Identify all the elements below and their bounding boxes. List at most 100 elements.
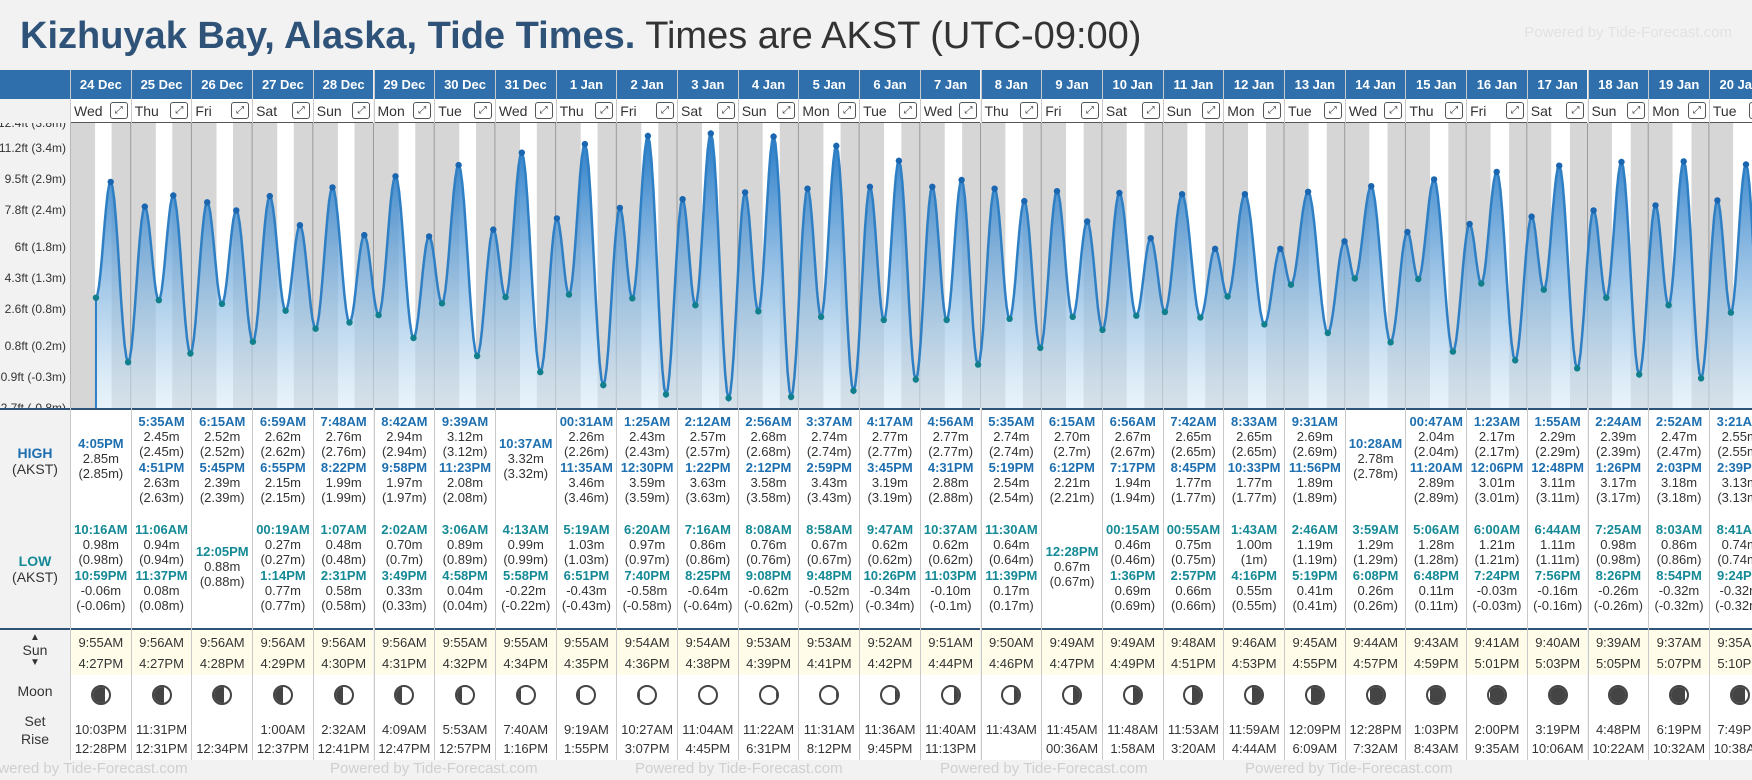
high-tide-height: 1.99m [325, 475, 362, 490]
date-header: 27 Dec [253, 70, 313, 99]
sunrise-time: 9:51AM [928, 635, 974, 650]
expand-icon[interactable]: ⤢ [1687, 102, 1706, 119]
date-header: 31 Dec [495, 70, 556, 99]
low-tide-height-alt: (0.27m) [260, 552, 306, 567]
expand-icon[interactable]: ⤢ [838, 102, 857, 119]
moon-phase-icon [151, 685, 172, 705]
high-tide-time: 5:19PM [988, 460, 1035, 475]
weekday-label: Fri [620, 103, 637, 119]
low-tide-time: 1:14PM [260, 568, 306, 583]
high-tide-cell: 1:55AM 2.29m (2.29m) 12:48PM 3.11m (3.11m) [1527, 408, 1588, 518]
low-tide-height-alt: (0.74m) [1717, 552, 1752, 567]
high-tide-height-alt: (2.26m) [564, 444, 609, 459]
high-tide-height: 2.62m [264, 429, 301, 444]
sunrise-time: 9:56AM [260, 635, 306, 650]
low-tide-point [187, 350, 194, 357]
expand-icon[interactable]: ⤢ [1566, 102, 1585, 119]
moon-phase-icon [90, 685, 111, 705]
high-tide-entry: 12:30PM 3.59m (3.59m) [617, 460, 677, 505]
moonrise-time: 11:13PM [925, 741, 977, 756]
expand-icon[interactable]: ⤢ [1141, 102, 1160, 119]
weekday-header: Sun ⤢ [1588, 99, 1649, 123]
high-tide-height-alt: (2.69m) [1292, 444, 1338, 459]
weekday-label: Wed [74, 103, 103, 119]
expand-icon[interactable]: ⤢ [534, 102, 553, 119]
high-tide-height-alt: (2.52m) [199, 444, 245, 459]
expand-icon[interactable]: ⤢ [1020, 102, 1039, 119]
high-tide-time: 11:20AM [1409, 460, 1463, 475]
expand-icon[interactable]: ⤢ [109, 102, 128, 119]
high-tide-point [1341, 238, 1348, 245]
expand-icon[interactable]: ⤢ [473, 102, 492, 119]
low-tide-height-alt: (-0.1m) [929, 598, 972, 613]
low-tide-time: 9:48PM [806, 568, 852, 583]
sunset-time: 4:38PM [685, 656, 731, 671]
expand-icon[interactable]: ⤢ [595, 102, 614, 119]
expand-icon[interactable]: ⤢ [352, 102, 371, 119]
low-tide-cell: 5:06AM 1.28m (1.28m) 6:48PM 0.11m (0.11m) [1406, 518, 1467, 628]
high-tide-point [679, 196, 686, 203]
day-column: 2 Jan Fri ⤢ 1:25AM 2.43m (2.43m) 12:30PM 3.59m(… [616, 70, 677, 760]
low-tide-entry: 3:49PM 0.33m (0.33m) [375, 568, 435, 613]
high-tide-point [991, 185, 998, 192]
date-header: 28 Dec [313, 70, 374, 99]
high-tide-point [895, 157, 903, 164]
high-tide-time: 1:55AM [1534, 414, 1581, 429]
expand-icon[interactable]: ⤢ [1748, 102, 1752, 119]
moonrise-time: 10:38AM [1713, 741, 1752, 756]
expand-icon[interactable]: ⤢ [959, 102, 978, 119]
high-tide-height-alt: (2.88m) [928, 490, 974, 505]
high-tide-point [1742, 161, 1750, 168]
high-tide-cell: 2:56AM 2.68m (2.68m) 2:12PM 3.58m (3.58m) [738, 408, 799, 518]
expand-icon[interactable]: ⤢ [413, 102, 432, 119]
moonset-time: 12:28PM [1349, 722, 1402, 737]
expand-icon[interactable]: ⤢ [1445, 102, 1464, 119]
expand-icon[interactable]: ⤢ [1384, 102, 1403, 119]
high-tide-height: 2.89m [1418, 475, 1455, 490]
low-tide-height: 1.19m [1296, 537, 1333, 552]
expand-icon[interactable]: ⤢ [1505, 102, 1524, 119]
sunrise-time: 9:55AM [564, 635, 609, 650]
moonrise-time: 00:36AM [1046, 741, 1099, 756]
expand-icon[interactable]: ⤢ [777, 102, 796, 119]
high-tide-cell: 5:35AM 2.45m (2.45m) 4:51PM 2.63m (2.63m) [131, 408, 192, 518]
expand-icon[interactable]: ⤢ [1262, 102, 1281, 119]
low-tide-time: 1:36PM [1109, 568, 1156, 583]
high-tide-height-alt: (2.29m) [1535, 444, 1581, 459]
date-header: 20 Jan [1709, 70, 1752, 99]
low-tide-time: 3:59AM [1352, 522, 1399, 537]
moonrise-time: 12:47PM [378, 741, 431, 756]
low-tide-cell: 00:19AM 0.27m (0.27m) 1:14PM 0.77m (0.77m) [253, 518, 313, 628]
high-tide-height-alt: (1.94m) [1110, 490, 1156, 505]
low-tide-time: 8:54PM [1656, 568, 1702, 583]
expand-icon[interactable]: ⤢ [1627, 102, 1646, 119]
low-tide-time: 4:58PM [442, 568, 488, 583]
low-tide-time: 8:41AM [1716, 522, 1752, 537]
expand-icon[interactable]: ⤢ [1202, 102, 1221, 119]
high-tide-time: 6:12PM [1049, 460, 1095, 475]
high-tide-entry: 10:37AM 3.32m (3.32m) [496, 436, 556, 481]
low-tide-time: 00:15AM [1106, 522, 1160, 537]
expand-icon[interactable]: ⤢ [1080, 102, 1099, 119]
expand-icon[interactable]: ⤢ [170, 102, 189, 119]
high-tide-height-alt: (2.74m) [988, 444, 1034, 459]
expand-icon[interactable]: ⤢ [231, 102, 250, 119]
expand-icon[interactable]: ⤢ [655, 102, 674, 119]
sun-times-cell: 9:49AM 4:47PM [1042, 628, 1102, 675]
low-tide-cell: 6:00AM 1.21m (1.21m) 7:24PM -0.03m (-0.03m) [1467, 518, 1527, 628]
high-tide-entry: 6:59AM 2.62m (2.62m) [253, 414, 313, 459]
high-tide-point [833, 142, 840, 150]
expand-icon[interactable]: ⤢ [291, 102, 310, 119]
low-tide-height: -0.03m [1476, 583, 1518, 598]
moonrise-time: 4:45PM [685, 741, 731, 756]
high-tide-cell: 10:37AM 3.32m (3.32m) [495, 408, 556, 518]
low-tide-height: 1.00m [1236, 537, 1273, 552]
expand-icon[interactable]: ⤢ [1323, 102, 1342, 119]
low-tide-point [1665, 302, 1672, 309]
moon-shadow [517, 687, 521, 703]
high-tide-entry: 6:12PM 2.21m (2.21m) [1042, 460, 1102, 505]
expand-icon[interactable]: ⤢ [898, 102, 917, 119]
low-tide-cell: 6:44AM 1.11m (1.11m) 7:56PM -0.16m (-0.16m) [1527, 518, 1588, 628]
high-tide-time: 6:15AM [1048, 414, 1096, 429]
expand-icon[interactable]: ⤢ [716, 102, 735, 119]
